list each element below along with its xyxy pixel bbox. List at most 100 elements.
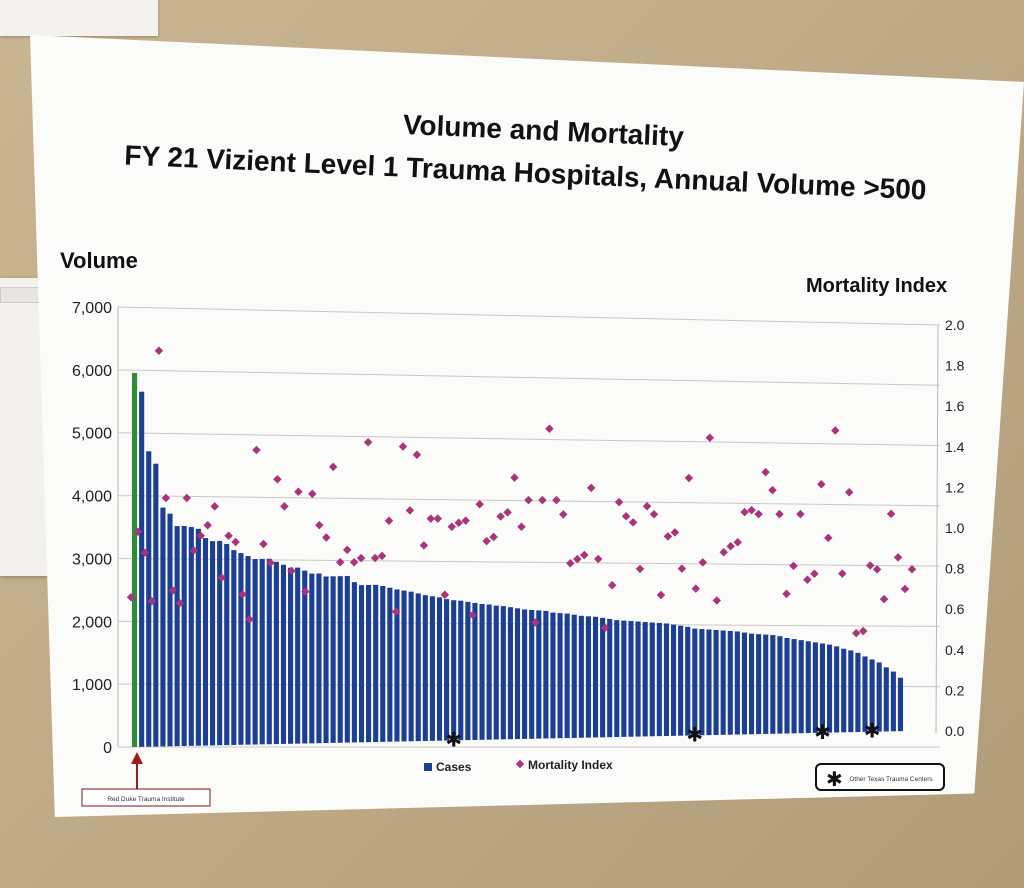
- other-centers-star-icon: ✱: [826, 769, 843, 791]
- case-bar: [210, 541, 216, 746]
- y-left-tick-label: 0: [103, 740, 112, 757]
- mortality-point: [377, 551, 387, 561]
- y-right-tick-label: 0.0: [945, 723, 965, 739]
- mortality-point: [621, 512, 631, 521]
- case-bar: [614, 620, 620, 738]
- case-bar: [550, 612, 556, 739]
- case-bar: [465, 601, 471, 741]
- case-bar: [876, 662, 882, 732]
- y-right-tick-label: 1.8: [945, 358, 965, 374]
- mortality-point: [419, 541, 429, 550]
- mortality-point: [391, 607, 401, 616]
- mortality-point: [496, 512, 505, 521]
- case-bar: [380, 585, 386, 742]
- highlight-label-box: [81, 788, 211, 807]
- mortality-point: [614, 497, 624, 507]
- mortality-point: [335, 558, 345, 567]
- case-bar: [408, 591, 414, 742]
- mortality-point: [761, 467, 770, 477]
- case-bar: [174, 526, 180, 747]
- case-bar: [812, 642, 818, 733]
- mortality-point: [586, 483, 596, 493]
- y-right-tick-label: 0.4: [945, 642, 965, 658]
- y-right-tick-label: 0.6: [945, 601, 965, 617]
- case-bar: [472, 602, 478, 740]
- case-bar: [458, 600, 464, 741]
- mortality-point: [545, 424, 554, 434]
- y-left-tick-label: 7,000: [72, 300, 112, 317]
- mortality-point: [649, 509, 659, 519]
- case-bar: [387, 587, 393, 742]
- y-left-tick-label: 6,000: [72, 363, 112, 380]
- case-bar: [543, 610, 549, 739]
- mortality-point: [280, 502, 289, 511]
- highlight-bar: [132, 373, 138, 747]
- highlight-annotation: Red Duke Trauma Institute: [81, 752, 211, 807]
- mortality-point: [538, 495, 547, 505]
- mortality-point: [677, 564, 687, 573]
- legend: Cases Mortality Index: [424, 758, 613, 774]
- mortality-point: [461, 516, 470, 525]
- case-bar: [451, 600, 457, 741]
- mortality-point: [844, 487, 854, 497]
- case-bar: [578, 615, 584, 738]
- mortality-point: [552, 495, 561, 505]
- chart-title: Volume and Mortality: [402, 109, 685, 152]
- case-bar: [224, 543, 230, 746]
- case-bar: [309, 573, 315, 744]
- mortality-point: [747, 505, 756, 515]
- mortality-point: [482, 536, 491, 546]
- case-bar: [713, 629, 719, 735]
- case-bar: [763, 634, 769, 734]
- case-bar: [401, 590, 407, 742]
- highlight-label: Red Duke Trauma Institute: [107, 796, 185, 803]
- mortality-point: [831, 426, 840, 435]
- y-right-tick-label: 2.0: [945, 317, 965, 333]
- grid-line: [117, 369, 941, 386]
- case-bar: [564, 613, 570, 739]
- case-bar: [670, 624, 677, 736]
- mortality-point: [203, 521, 212, 530]
- case-bar: [202, 538, 209, 746]
- mortality-point: [356, 553, 366, 563]
- mortality-point: [468, 610, 477, 620]
- mortality-point: [726, 541, 735, 551]
- other-centers-legend-box: [815, 763, 945, 791]
- case-bar: [628, 621, 634, 737]
- mortality-point: [322, 533, 331, 542]
- case-bar: [394, 589, 400, 742]
- mortality-point: [161, 493, 171, 503]
- case-bar: [656, 622, 662, 737]
- case-bar: [302, 570, 308, 744]
- case-bar: [295, 567, 301, 744]
- mortality-point: [733, 537, 742, 547]
- case-bar: [897, 677, 904, 732]
- mortality-point: [273, 475, 282, 484]
- case-bar: [777, 636, 783, 734]
- y-right-tick-label: 1.6: [945, 398, 965, 414]
- case-bar: [571, 614, 577, 738]
- case-bar: [245, 556, 251, 745]
- case-bar: [706, 629, 712, 736]
- legend-cases-swatch: [424, 763, 432, 771]
- other-centers-legend: ✱ Other Texas Trauma Centers: [815, 763, 945, 791]
- case-bar: [358, 585, 365, 743]
- mortality-point: [210, 502, 219, 511]
- mortality-point: [628, 518, 638, 527]
- y-axis-right-line: [935, 324, 939, 734]
- case-bar: [585, 616, 591, 738]
- y-axis-right-label: Mortality Index: [806, 275, 947, 297]
- mortality-point: [524, 495, 533, 505]
- mortality-point: [803, 575, 812, 585]
- mortality-point: [789, 561, 798, 571]
- case-bar: [727, 630, 733, 735]
- grid-line: [117, 306, 941, 326]
- y-right-tick-label: 0.8: [945, 561, 965, 577]
- mortality-point: [182, 493, 192, 503]
- case-bar: [217, 540, 223, 746]
- mortality-point: [907, 564, 917, 574]
- case-bar: [337, 576, 343, 743]
- mortality-points: [126, 346, 917, 638]
- mortality-point: [698, 558, 708, 567]
